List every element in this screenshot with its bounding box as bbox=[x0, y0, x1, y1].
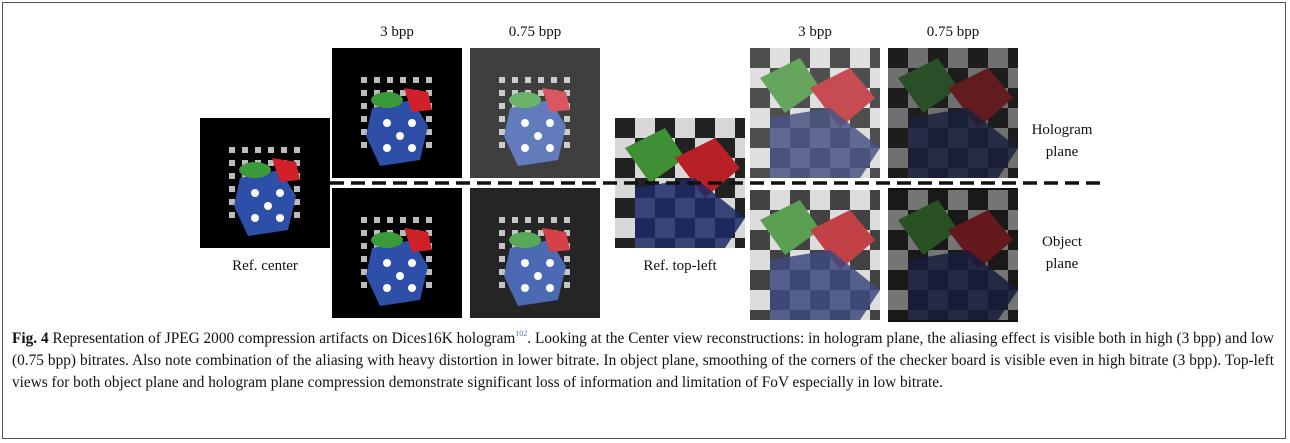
hologram-075bpp-center bbox=[470, 48, 600, 178]
object-075bpp-center bbox=[470, 188, 600, 318]
row-label: plane bbox=[1046, 144, 1079, 160]
hologram-3bpp-topleft bbox=[750, 48, 880, 178]
column-label: 3 bpp bbox=[380, 24, 414, 40]
citation: 102 bbox=[515, 329, 527, 338]
object-3bpp-topleft bbox=[750, 190, 880, 320]
object-075bpp-topleft bbox=[888, 190, 1018, 320]
caption-text: Representation of JPEG 2000 compression … bbox=[49, 330, 516, 347]
caption: Fig. 4 Representation of JPEG 2000 compr… bbox=[12, 328, 1274, 394]
hologram-075bpp-topleft bbox=[888, 48, 1018, 178]
column-label: 0.75 bpp bbox=[509, 24, 562, 40]
column-label: 3 bpp bbox=[798, 24, 832, 40]
ref-label: Ref. top-left bbox=[643, 258, 717, 274]
object-3bpp-center bbox=[332, 188, 462, 318]
row-label: Hologram bbox=[1032, 122, 1093, 138]
hologram-3bpp-center bbox=[332, 48, 462, 178]
row-label: Object bbox=[1042, 234, 1083, 250]
page: 3 bpp 0.75 bpp 3 bpp 0.75 bpp Ref. cente… bbox=[0, 0, 1290, 443]
caption-label: Fig. 4 bbox=[12, 330, 49, 347]
column-label: 0.75 bpp bbox=[927, 24, 980, 40]
ref-center-image bbox=[200, 118, 330, 248]
ref-label: Ref. center bbox=[232, 258, 298, 274]
figure: 3 bpp 0.75 bpp 3 bpp 0.75 bpp Ref. cente… bbox=[0, 0, 1290, 330]
row-label: plane bbox=[1046, 256, 1079, 272]
